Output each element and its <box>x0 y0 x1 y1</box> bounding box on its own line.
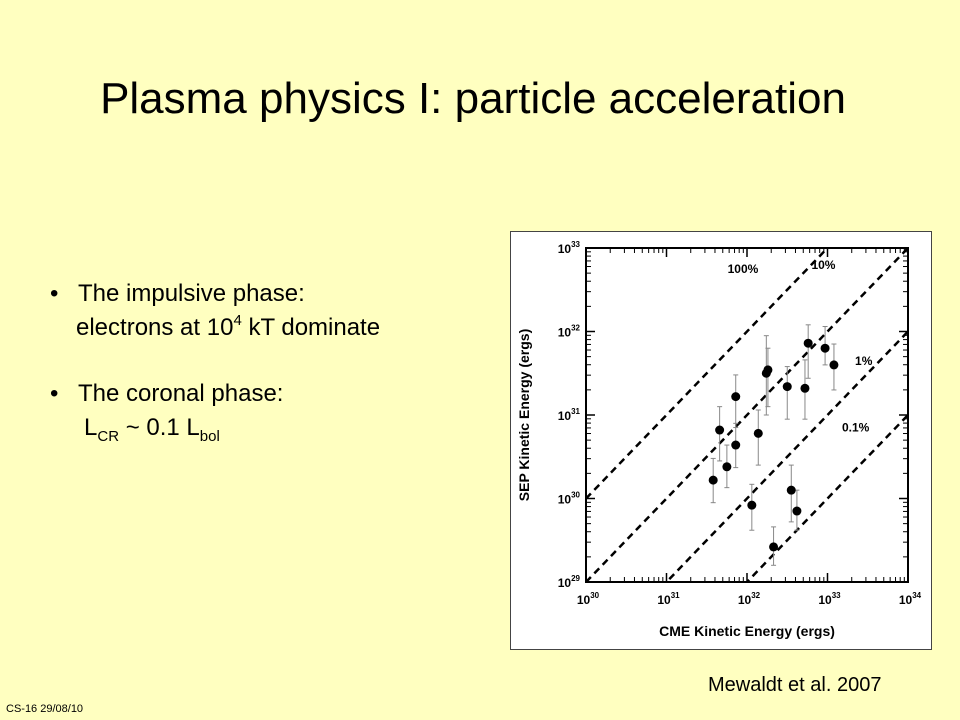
bullet-list: • The impulsive phase: electrons at 104 … <box>50 280 381 445</box>
impulsive-detail-superscript: 4 <box>233 312 242 329</box>
bullet-impulsive: • The impulsive phase: <box>50 280 380 308</box>
tick-exponent: 33 <box>832 591 841 600</box>
coronal-l-symbol: L <box>84 414 98 441</box>
x-tick-label: 1030 <box>577 591 600 607</box>
x-axis-title: CME Kinetic Energy (ergs) <box>659 623 835 639</box>
ratio-line-label: 0.1% <box>842 421 870 435</box>
ratio-line <box>586 248 908 582</box>
data-point <box>829 360 839 370</box>
coronal-bol-subscript: bol <box>199 428 220 445</box>
data-point <box>753 428 763 438</box>
y-tick-label: 1032 <box>558 324 581 340</box>
coronal-detail: LCR ~ 0.1 Lbol <box>50 414 380 445</box>
ratio-line <box>586 248 830 500</box>
bullet-coronal-heading: The coronal phase: <box>78 380 284 407</box>
y-tick-label: 1031 <box>558 407 581 423</box>
y-tick-label: 1030 <box>558 491 581 507</box>
ratio-line-label: 100% <box>728 262 759 276</box>
ratio-line <box>745 414 908 582</box>
x-tick-label: 1031 <box>657 591 680 607</box>
data-point <box>786 485 796 495</box>
coronal-cr-subscript: CR <box>97 428 120 445</box>
impulsive-detail-suffix: kT dominate <box>241 314 381 341</box>
data-point <box>715 425 725 435</box>
data-point <box>763 365 773 375</box>
tick-exponent: 32 <box>571 324 580 333</box>
coronal-detail-mid: ~ 0.1 L <box>119 414 200 441</box>
y-axis-title: SEP Kinetic Energy (ergs) <box>516 329 532 501</box>
data-point <box>800 383 810 393</box>
tick-exponent: 30 <box>590 591 599 600</box>
bullet-glyph: • <box>50 380 59 407</box>
tick-exponent: 33 <box>571 240 580 249</box>
data-point <box>722 462 732 472</box>
slide-title: Plasma physics I: particle acceleration <box>100 74 846 123</box>
ratio-line-label: 1% <box>855 354 873 368</box>
tick-exponent: 30 <box>571 491 580 500</box>
slide-footer: CS-16 29/08/10 <box>6 703 84 715</box>
data-point <box>769 542 779 552</box>
y-tick-label: 1033 <box>558 240 581 256</box>
x-tick-label: 1032 <box>738 591 761 607</box>
tick-exponent: 31 <box>671 591 680 600</box>
data-point <box>731 392 741 402</box>
data-point <box>820 343 830 353</box>
ratio-line <box>664 330 908 582</box>
bullet-glyph: • <box>50 280 59 307</box>
data-point <box>708 475 718 485</box>
impulsive-detail-prefix: electrons at 10 <box>76 314 234 341</box>
tick-exponent: 29 <box>571 574 580 583</box>
y-tick-label: 1029 <box>558 574 581 590</box>
ratio-line-label: 10% <box>811 258 835 272</box>
data-point <box>803 338 813 348</box>
scatter-figure: 100% 10% 1% 0.1% 1030 1031 1032 1033 1034 1029 10… <box>510 231 932 650</box>
scatter-chart: 100% 10%1%0.1% 1030 1031 1032 1033 1034102910… <box>516 240 922 639</box>
bullet-impulsive-heading: The impulsive phase: <box>78 280 305 307</box>
bullet-coronal: • The coronal phase: <box>50 380 380 408</box>
x-tick-label: 1034 <box>899 591 922 607</box>
figure-caption: Mewaldt et al. 2007 <box>708 674 882 696</box>
tick-exponent: 31 <box>571 407 580 416</box>
data-point <box>747 500 757 510</box>
tick-exponent: 32 <box>751 591 760 600</box>
impulsive-detail: electrons at 104 kT dominate <box>50 312 381 342</box>
tick-exponent: 34 <box>912 591 921 600</box>
data-point <box>792 506 802 516</box>
x-tick-label: 1033 <box>818 591 841 607</box>
data-point <box>782 382 792 392</box>
data-point <box>731 440 741 450</box>
